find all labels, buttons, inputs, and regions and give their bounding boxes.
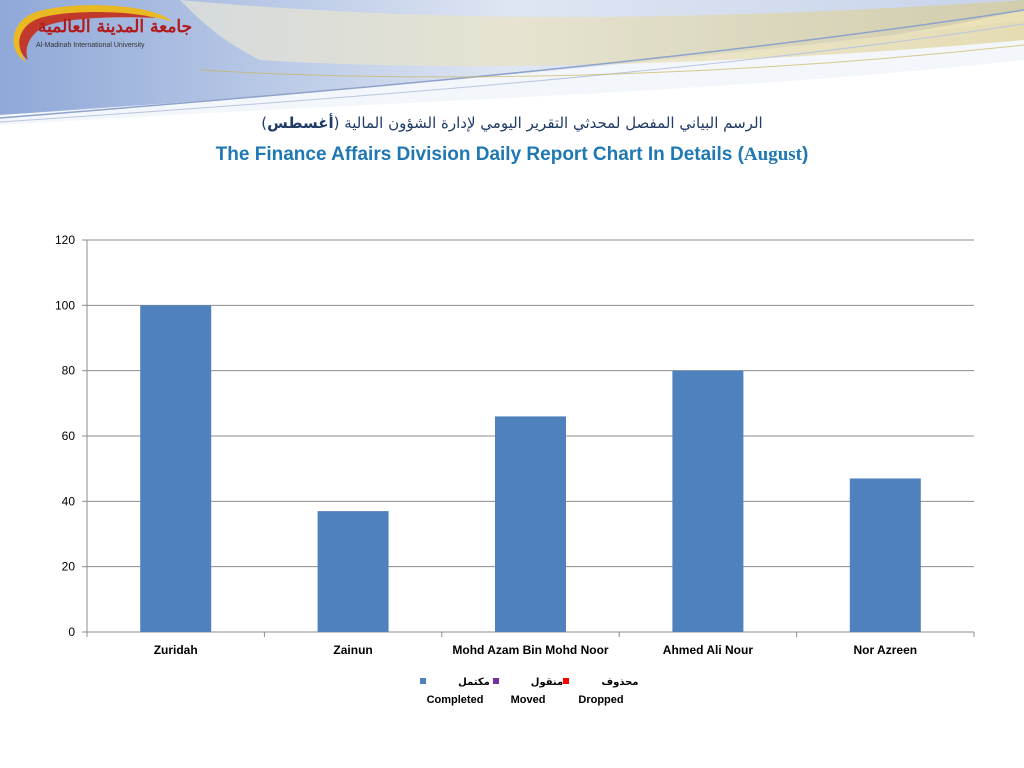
legend-english-label: Dropped [578,694,624,706]
legend-arabic-row: مكتمل [410,670,500,689]
legend-english-label: Moved [510,694,546,706]
legend-english-label: Completed [426,694,484,706]
legend-arabic-row: محذوف [556,670,646,689]
title-english-close: ) [801,144,809,165]
y-tick-label: 100 [55,298,75,312]
legend-swatch-icon [420,677,427,684]
page-title-arabic: الرسم البياني المفصل لمحدثي التقرير اليو… [0,114,1024,132]
y-tick-label: 80 [62,364,76,378]
bar-zuridah [140,305,212,632]
university-logo: جامعة المدينة العالمية Al-Madinah Intern… [6,4,192,64]
y-tick-label: 120 [55,233,75,247]
legend-item-completed: مكتمل Completed [410,670,500,706]
y-tick-label: 0 [68,625,75,639]
category-label: Mohd Azam Bin Mohd Noor [452,643,609,657]
y-tick-label: 20 [62,560,76,574]
title-arabic-month: أغسطس [267,114,334,132]
category-label: Nor Azreen [854,643,918,657]
legend-arabic-label: منقول [530,677,564,688]
category-label: Zuridah [154,643,198,657]
logo-english-text: Al-Madinah International University [36,42,145,49]
y-tick-label: 40 [62,494,76,508]
logo-arabic-text: جامعة المدينة العالمية [38,17,193,37]
legend-arabic-label: مكتمل [458,677,490,688]
legend-item-moved: منقول Moved [483,670,573,706]
bar-chart: 0 20 40 60 80 100 120 Zuridah Zainun Mohd Azam Bi… [55,233,975,657]
y-tick-label: 60 [62,429,76,443]
legend-arabic-row: منقول [483,670,573,689]
legend-swatch-icon [492,677,499,684]
bar-nor-azreen [849,478,921,632]
category-label: Zainun [333,643,372,657]
legend-item-dropped: محذوف Dropped [556,670,646,706]
legend-swatch-icon [563,677,570,684]
title-arabic-close: ) [261,114,268,132]
bar-zainun [317,511,389,632]
bar-ahmed-ali-nour [672,370,744,632]
title-english-main: The Finance Affairs Division Daily Repor… [215,144,744,165]
decorative-banner [0,0,1024,125]
page-title-english: The Finance Affairs Division Daily Repor… [0,144,1024,166]
logo-swoosh-icon [13,5,173,62]
category-label: Ahmed Ali Nour [663,643,754,657]
title-arabic-main: الرسم البياني المفصل لمحدثي التقرير اليو… [333,114,763,132]
chart-legend: مكتمل Completed منقول Moved محذوف Dropped [0,670,1024,710]
legend-arabic-label: محذوف [601,677,639,688]
bar-mohd-azam-bin-mohd-noor [495,416,566,632]
title-english-month: August [743,144,802,165]
